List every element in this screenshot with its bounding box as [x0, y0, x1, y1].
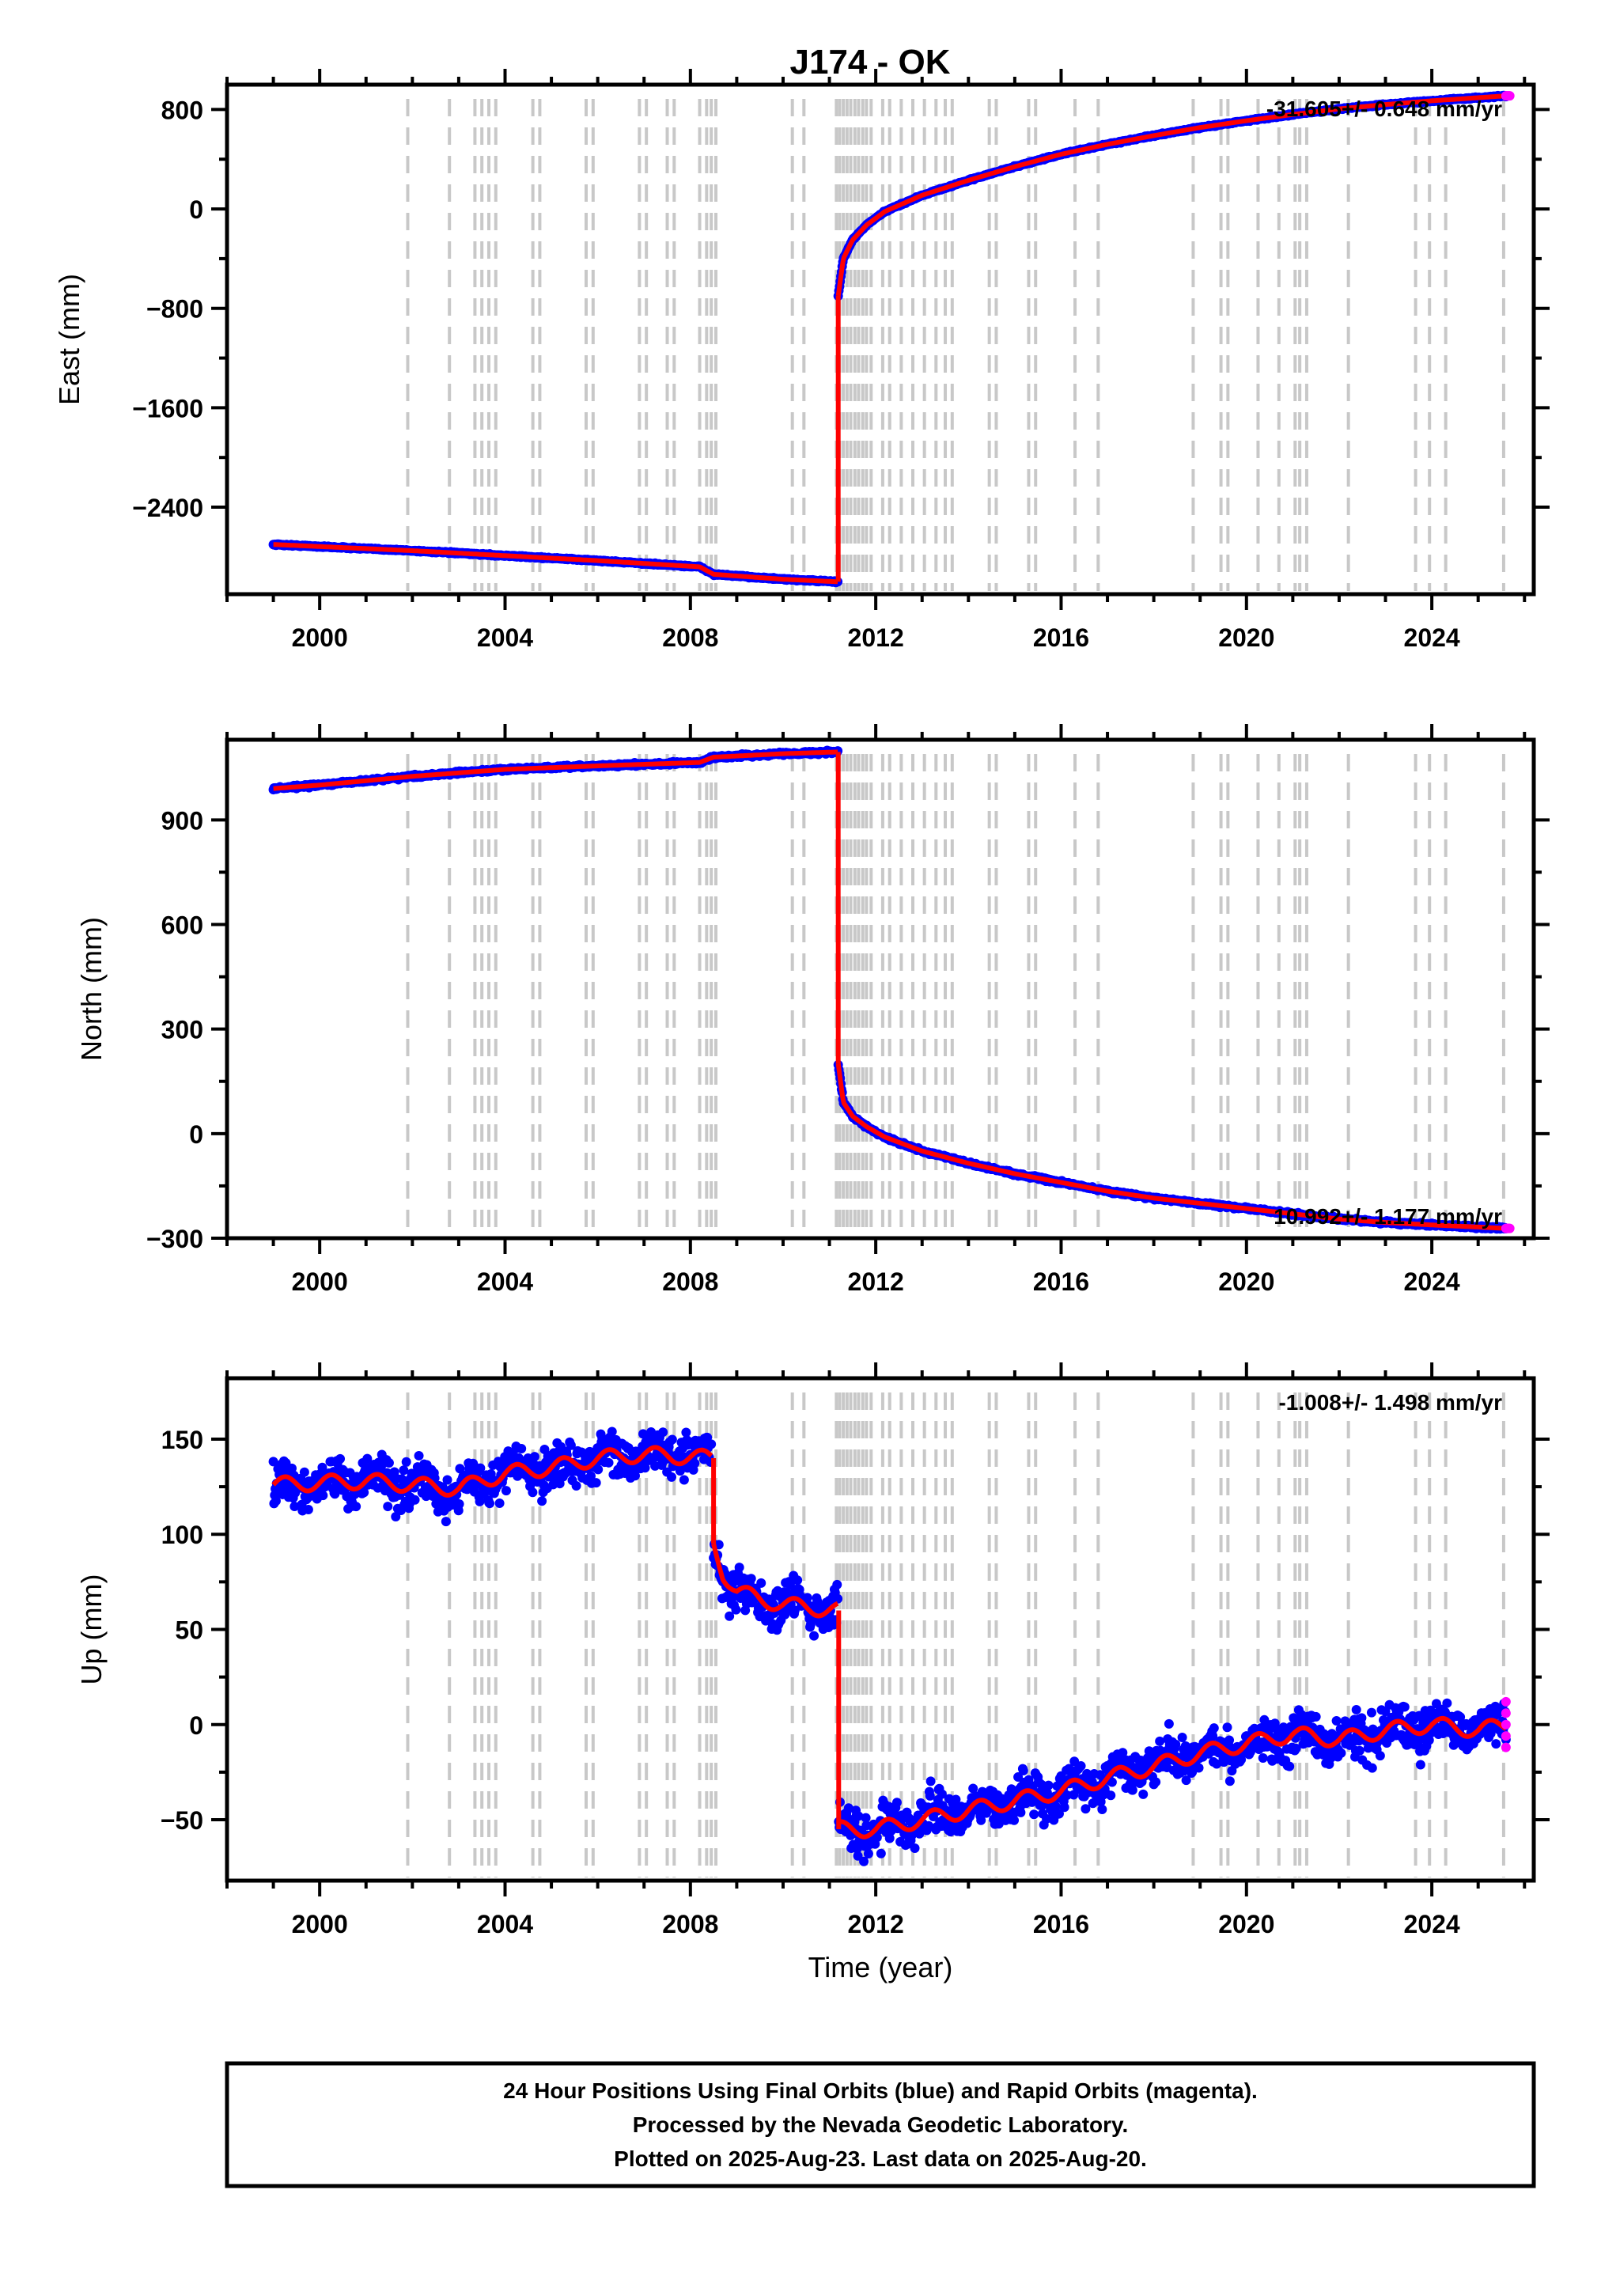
data-point [383, 1502, 393, 1512]
x-tick-label: 2020 [1218, 1267, 1274, 1296]
data-point [517, 1444, 527, 1454]
data-point [690, 1458, 700, 1468]
data-point [441, 1517, 451, 1527]
data-point [734, 1563, 744, 1573]
data-point [658, 1427, 668, 1438]
data-point [746, 1574, 756, 1584]
data-point [802, 1593, 812, 1603]
data-point [401, 1457, 411, 1467]
data-point [706, 1439, 717, 1449]
data-point [351, 1502, 361, 1512]
data-point [303, 1505, 313, 1515]
x-tick-label: 2012 [848, 623, 904, 652]
y-tick-label: 900 [161, 806, 203, 835]
y-axis-label: East (mm) [53, 274, 85, 405]
data-point [571, 1480, 581, 1491]
x-tick-label: 2012 [848, 1267, 904, 1296]
x-tick-label: 2000 [292, 623, 348, 652]
east-panel: 2000 2004 2008 2012 2016 2020 2024 −2400 −1600 −8… [53, 69, 1550, 652]
data-point [833, 1593, 843, 1604]
x-tick-label: 2000 [292, 1267, 348, 1296]
figure-title: J174 - OK [790, 43, 951, 81]
x-tick-label: 2004 [477, 623, 533, 652]
data-point [335, 1453, 346, 1464]
y-tick-label: 300 [161, 1016, 203, 1044]
data-point [442, 1475, 452, 1485]
data-point [832, 1579, 842, 1589]
data-point [667, 1472, 677, 1482]
y-tick-label: −2400 [132, 494, 203, 522]
data-point [410, 1495, 420, 1505]
y-tick-label: −800 [146, 295, 203, 324]
y-axis-label: North (mm) [75, 917, 108, 1061]
x-tick-label: 2024 [1404, 1267, 1460, 1296]
data-point [679, 1475, 689, 1485]
data-point [529, 1452, 539, 1462]
data-point [604, 1457, 614, 1468]
data-point [318, 1491, 328, 1501]
x-tick-label: 2016 [1033, 1267, 1089, 1296]
data-point [528, 1487, 538, 1498]
x-tick-label: 2020 [1218, 623, 1274, 652]
x-tick-label: 2008 [662, 623, 718, 652]
data-point [537, 1496, 547, 1506]
x-tick-label: 2004 [477, 1267, 533, 1296]
data-point [501, 1486, 511, 1496]
rate-label: 10.992+/- 1.177 mm/yr [1274, 1204, 1502, 1229]
x-tick-label: 2016 [1033, 623, 1089, 652]
data-point [485, 1498, 495, 1509]
data-point [809, 1631, 819, 1641]
data-point [384, 1458, 394, 1468]
rapid-orbit-point [1504, 91, 1515, 101]
x-tick-label: 2008 [662, 1267, 718, 1296]
data-point [591, 1478, 601, 1488]
data-point [593, 1464, 604, 1475]
data-point [299, 1467, 309, 1477]
model-line [273, 542, 838, 585]
data-point [667, 1434, 677, 1445]
data-point [414, 1450, 424, 1461]
data-point [731, 1605, 741, 1615]
data-point [793, 1575, 803, 1586]
data-point [756, 1578, 766, 1588]
data-point [607, 1426, 617, 1437]
rapid-orbit-point [1504, 1223, 1515, 1233]
y-tick-label: −1600 [132, 394, 203, 422]
y-tick-label: 600 [161, 911, 203, 939]
rate-label: -31.605+/- 0.648 mm/yr [1266, 97, 1502, 121]
x-tick-label: 2024 [1404, 623, 1460, 652]
y-tick-label: 0 [189, 1120, 203, 1149]
y-tick-label: −300 [146, 1225, 203, 1253]
data-point [454, 1498, 464, 1509]
y-tick-label: 0 [189, 195, 203, 224]
data-point [494, 1498, 505, 1509]
y-tick-label: 800 [161, 96, 203, 124]
